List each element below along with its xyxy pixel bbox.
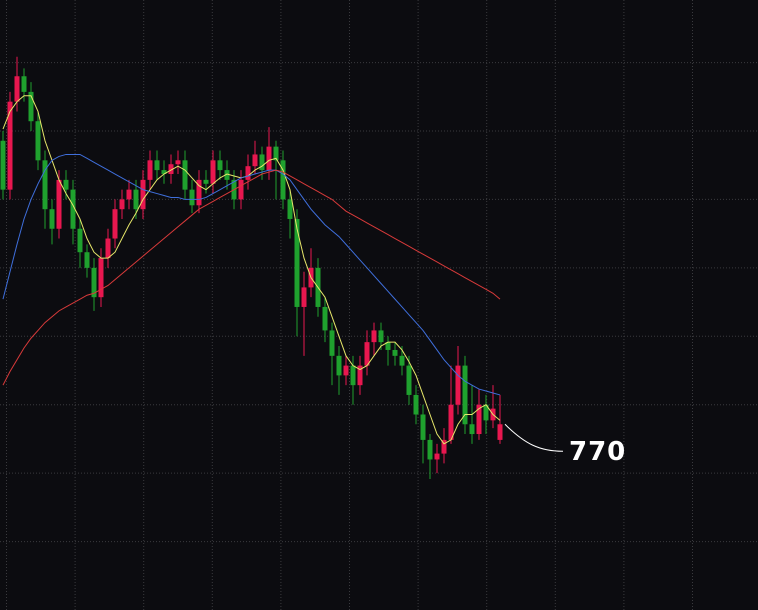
candle-body <box>301 287 307 307</box>
candle-body <box>28 91 34 122</box>
candle-body <box>336 355 342 376</box>
candle-body <box>217 160 223 171</box>
candle-body <box>35 121 41 161</box>
candle-body <box>364 342 370 366</box>
candle-body <box>49 209 55 229</box>
candle-body <box>98 258 104 298</box>
candle-body <box>77 228 83 253</box>
candle-body <box>385 342 391 350</box>
candle-body <box>483 404 489 421</box>
candle-body <box>329 330 335 356</box>
candle-body <box>245 166 251 180</box>
candle-body <box>357 365 363 386</box>
candle-body <box>182 160 188 190</box>
candle-body <box>175 160 181 165</box>
candle-body <box>196 179 202 206</box>
candle-body <box>259 154 265 171</box>
annotation-leader <box>504 423 564 452</box>
candle-body <box>378 330 384 343</box>
candle-body <box>287 199 293 219</box>
moving-average-line <box>2 169 501 386</box>
candle-body <box>42 160 48 210</box>
candle-body <box>224 170 230 180</box>
candle-body <box>350 365 356 386</box>
candle-body <box>7 101 13 190</box>
candle-body <box>427 439 433 460</box>
candle-body <box>497 424 503 440</box>
candle-body <box>469 424 475 435</box>
candle-body <box>210 160 216 184</box>
moving-average-line <box>2 153 501 396</box>
candle-body <box>455 365 461 405</box>
candle-body <box>140 179 146 210</box>
candle-body <box>14 76 20 102</box>
candle-body <box>63 179 69 190</box>
candle-body <box>126 189 132 200</box>
candle-body <box>441 439 447 454</box>
candle-body <box>161 170 167 175</box>
candle-body <box>406 365 412 395</box>
candle-body <box>252 154 258 167</box>
candle-body <box>203 179 209 184</box>
candle-body <box>147 160 153 180</box>
annotation-label: 770 <box>569 437 626 467</box>
candle-body <box>273 146 279 161</box>
candle-body <box>399 355 405 366</box>
candle-body <box>0 140 6 190</box>
moving-average-line <box>2 95 501 445</box>
candle-body <box>343 365 349 376</box>
candle-body <box>168 164 174 175</box>
candle-body <box>371 330 377 343</box>
candle-body <box>154 160 160 171</box>
candle-body <box>189 189 195 206</box>
candle-body <box>322 306 328 331</box>
candle-body <box>294 218 300 307</box>
candle-body <box>70 189 76 229</box>
candle-body <box>420 414 426 440</box>
candle-body <box>266 146 272 171</box>
candle-body <box>448 404 454 440</box>
candle-body <box>84 252 90 268</box>
candle-body <box>21 76 27 92</box>
candle-body <box>56 179 62 229</box>
candle-body <box>462 365 468 425</box>
candle-body <box>91 267 97 298</box>
candle-body <box>413 394 419 415</box>
candle-body <box>133 189 139 210</box>
candle-body <box>280 160 286 200</box>
candle-body <box>476 404 482 435</box>
candle-body <box>238 179 244 200</box>
candle-body <box>392 349 398 356</box>
candle-body <box>105 238 111 259</box>
candle-body <box>112 209 118 239</box>
candle-body <box>434 453 440 460</box>
candle-body <box>119 199 125 210</box>
